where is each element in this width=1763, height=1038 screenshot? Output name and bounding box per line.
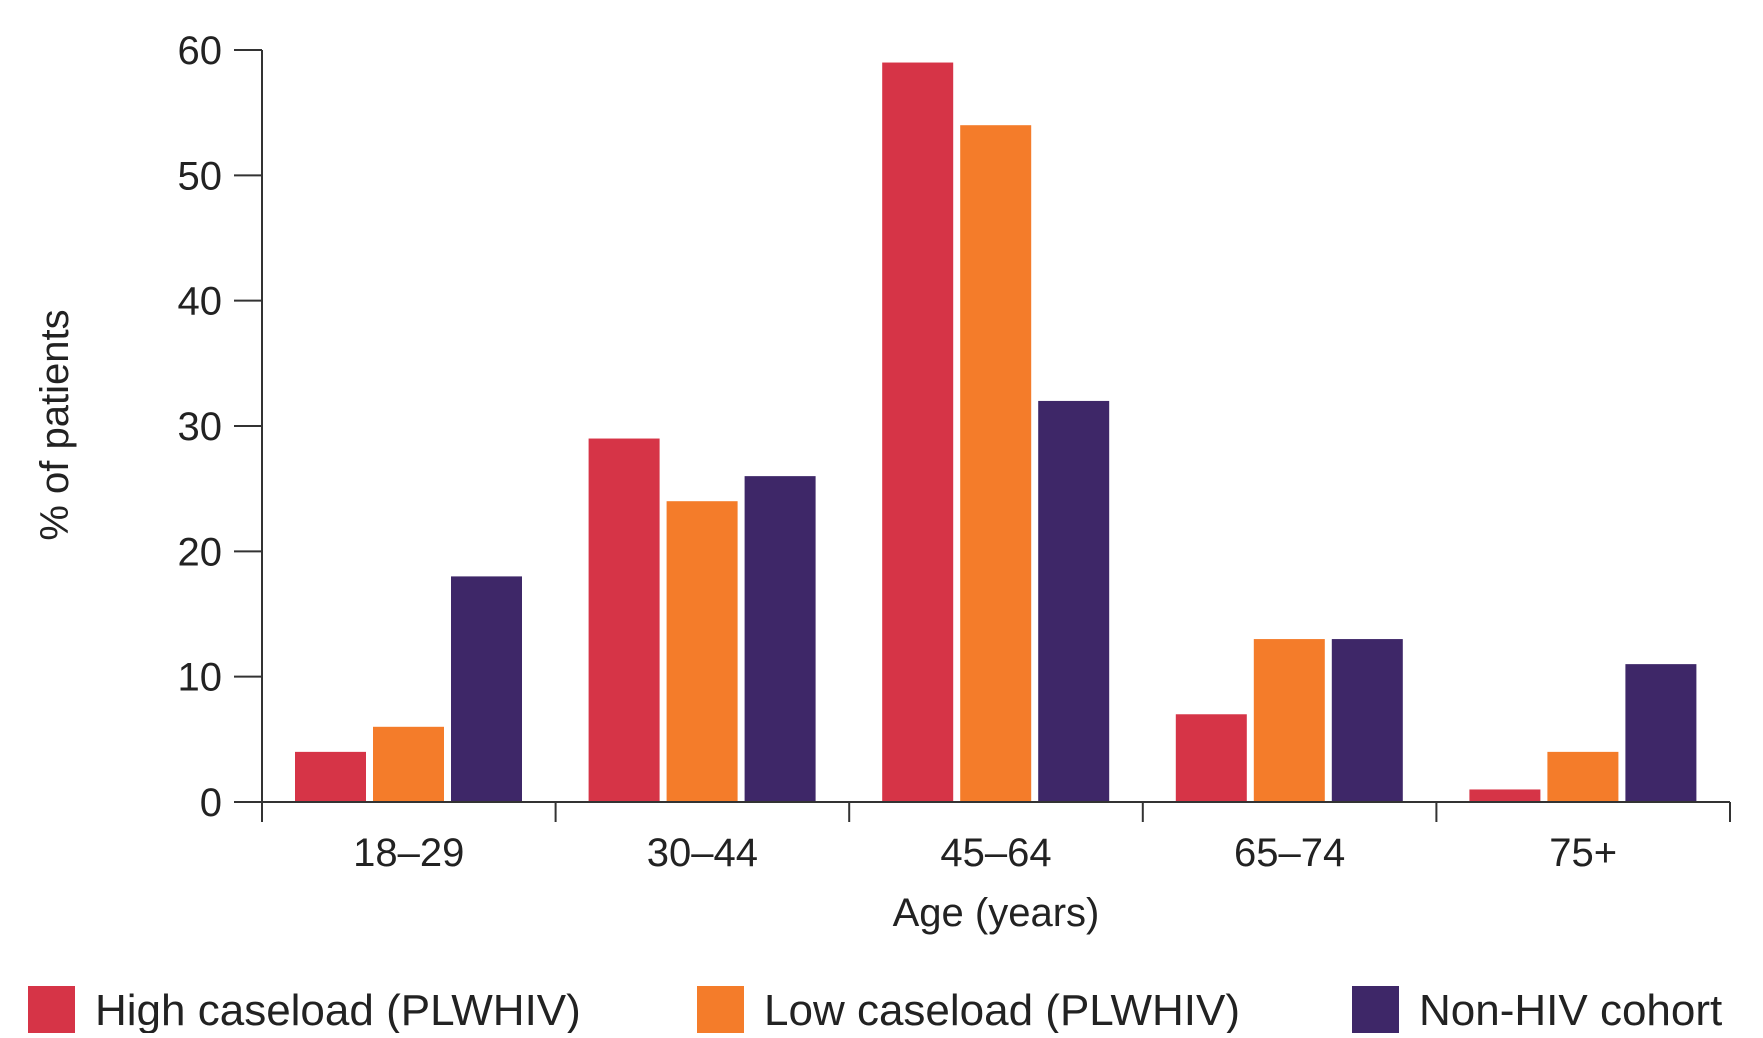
bar [1469,789,1541,802]
bar [588,438,660,802]
bar [744,476,816,802]
bar [882,62,954,803]
x-tick-label: 65–74 [1234,831,1345,875]
bar [666,501,738,802]
x-tick-label: 45–64 [940,831,1051,875]
legend: High caseload (PLWHIV) Low caseload (PLWH… [28,986,1722,1035]
y-axis-title: % of patients [33,309,77,540]
axes-group: 0 10 20 30 40 50 60 18–29 30–44 45–64 65–74 75+ [178,29,1731,875]
y-tick-label: 30 [178,405,223,449]
bar [960,125,1032,802]
legend-swatch [28,986,75,1033]
bar [1331,639,1403,802]
legend-swatch [1352,986,1399,1033]
y-tick-label: 0 [200,781,222,825]
bar [1547,751,1619,802]
x-tick-label: 30–44 [647,831,758,875]
x-tick-label: 75+ [1549,831,1617,875]
x-axis-title: Age (years) [893,891,1100,935]
legend-item: High caseload (PLWHIV) [28,986,581,1035]
bar [1253,639,1325,802]
legend-label: High caseload (PLWHIV) [95,986,581,1033]
legend-item: Low caseload (PLWHIV) [697,986,1240,1035]
y-tick-label: 40 [178,280,223,324]
x-tick-label: 18–29 [353,831,464,875]
bar [373,726,444,802]
bar [295,751,366,802]
y-tick-label: 50 [178,154,223,198]
legend-label: Non-HIV cohort [1419,986,1722,1033]
y-tick-label: 60 [178,29,223,73]
bar [1625,664,1697,802]
legend-item: Non-HIV cohort [1352,986,1722,1035]
bar [1038,400,1110,802]
bars-group [295,62,1697,803]
y-tick-label: 10 [178,656,223,700]
legend-swatch [697,986,744,1033]
legend-label: Low caseload (PLWHIV) [764,986,1240,1033]
bar [1175,714,1247,802]
y-tick-label: 20 [178,530,223,574]
bar [451,576,522,802]
